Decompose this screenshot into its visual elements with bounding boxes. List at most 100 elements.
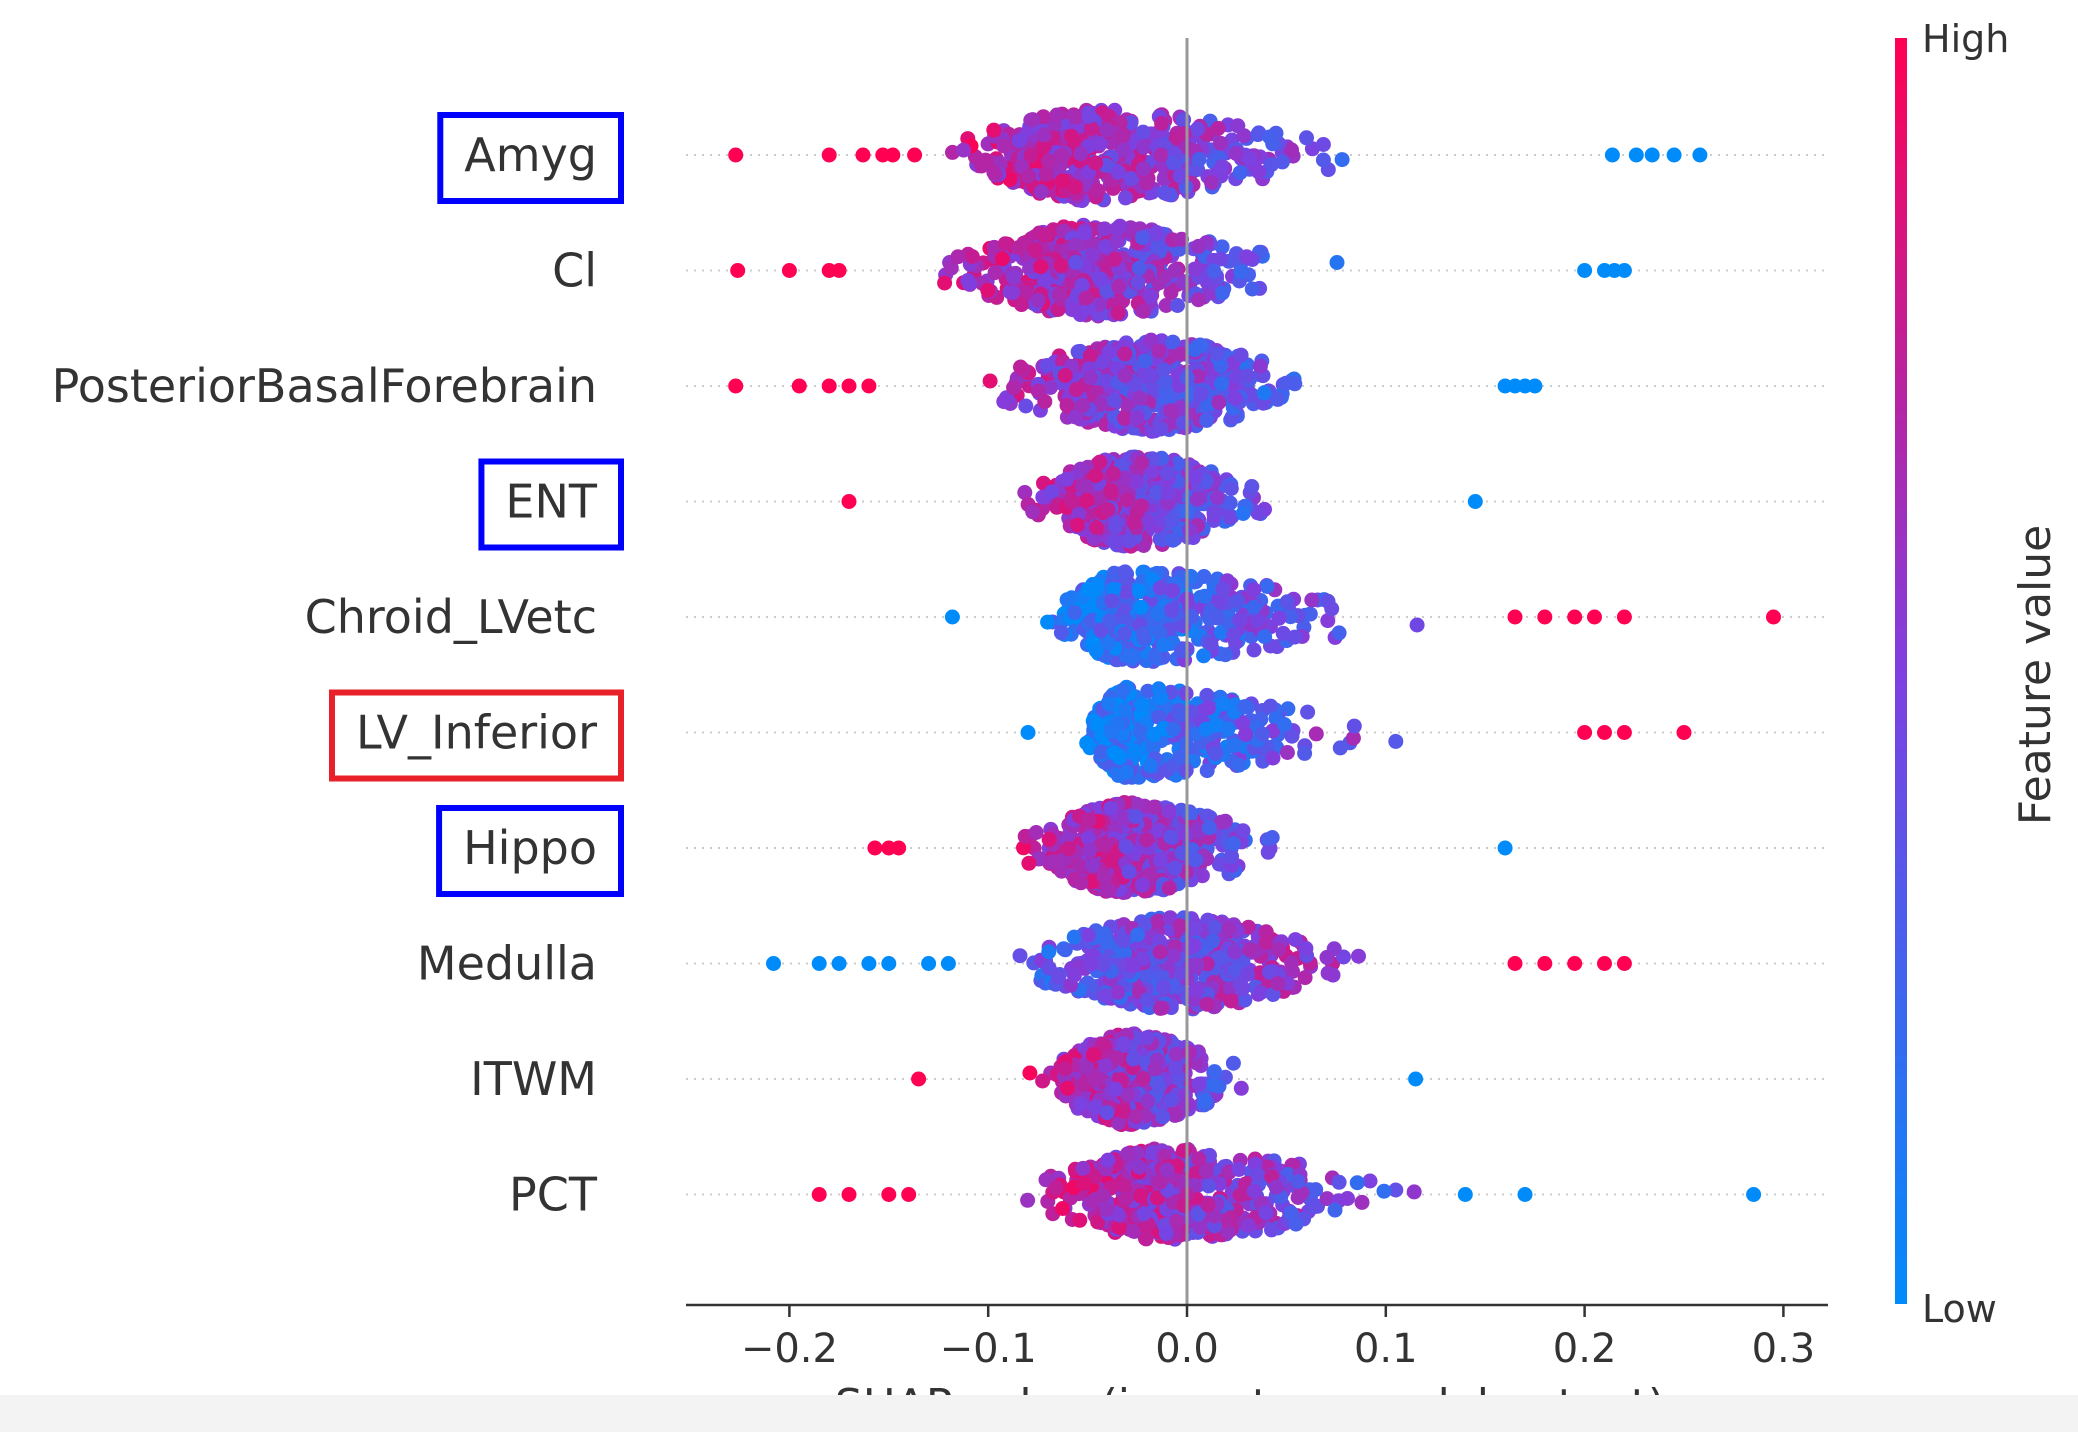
shap-dot bbox=[1073, 1096, 1089, 1112]
shap-dot bbox=[1101, 344, 1117, 360]
shap-dot bbox=[1139, 1030, 1155, 1046]
shap-dot bbox=[1304, 592, 1320, 608]
shap-outlier-dot bbox=[1537, 956, 1553, 971]
shap-outlier-dot bbox=[1408, 1071, 1424, 1087]
shap-dot bbox=[1187, 469, 1203, 485]
shap-dot bbox=[1308, 726, 1324, 742]
shap-dot bbox=[1143, 288, 1159, 304]
shap-dot bbox=[1042, 380, 1058, 395]
shap-dot bbox=[1085, 858, 1101, 874]
shap-dot bbox=[1138, 967, 1154, 983]
shap-dot bbox=[1020, 1192, 1036, 1208]
shap-dot bbox=[1030, 292, 1046, 308]
shap-dot bbox=[1135, 1071, 1151, 1086]
shap-outlier-dot bbox=[1616, 956, 1632, 971]
shap-dot bbox=[1215, 696, 1231, 712]
shap-dot bbox=[1213, 135, 1228, 151]
shap-dot bbox=[1279, 594, 1295, 610]
shap-dot bbox=[1130, 927, 1146, 943]
shap-dot bbox=[1152, 852, 1168, 868]
shap-outlier-dot bbox=[1676, 725, 1692, 740]
shap-dot bbox=[1279, 745, 1295, 760]
shap-dot bbox=[1259, 579, 1275, 594]
shap-dot bbox=[1118, 839, 1134, 854]
shap-outlier-dot bbox=[885, 147, 901, 163]
shap-dot bbox=[1126, 1051, 1142, 1067]
shap-dot bbox=[1006, 380, 1022, 396]
shap-dot bbox=[1040, 614, 1056, 630]
shap-dot bbox=[1224, 849, 1240, 864]
shap-dot bbox=[1115, 129, 1131, 145]
shap-dot bbox=[1106, 745, 1122, 761]
shap-dot bbox=[1110, 164, 1126, 180]
shap-dot bbox=[1376, 1183, 1392, 1199]
shap-dot bbox=[1102, 613, 1117, 629]
shap-dot bbox=[1255, 726, 1271, 742]
shap-dot bbox=[1188, 852, 1204, 868]
shap-dot bbox=[1165, 721, 1181, 737]
dots-layer bbox=[728, 102, 1781, 1247]
shap-dot bbox=[1208, 745, 1223, 761]
shap-dot bbox=[1025, 112, 1041, 128]
shap-dot bbox=[1158, 298, 1174, 313]
shap-dot bbox=[1054, 147, 1070, 163]
shap-dot bbox=[1167, 262, 1183, 278]
shap-dot bbox=[1133, 498, 1149, 514]
shap-dot bbox=[1100, 882, 1116, 898]
shap-dot bbox=[1176, 112, 1192, 128]
shap-dot bbox=[1306, 1199, 1322, 1215]
shap-dot bbox=[1199, 996, 1215, 1012]
shap-dot bbox=[1135, 161, 1151, 177]
shap-dot bbox=[1128, 743, 1144, 759]
shap-dot bbox=[1040, 153, 1056, 169]
shap-dot bbox=[1223, 481, 1239, 496]
shap-dot bbox=[1002, 172, 1018, 188]
shap-dot bbox=[1117, 702, 1133, 718]
shap-dot bbox=[1142, 367, 1158, 383]
shap-dot bbox=[1182, 1045, 1198, 1061]
shap-outlier-dot bbox=[1020, 725, 1036, 740]
shap-dot bbox=[1121, 533, 1137, 549]
shap-dot bbox=[1187, 342, 1203, 358]
shap-dot bbox=[1057, 368, 1073, 383]
feature-rows bbox=[686, 154, 1828, 1196]
shap-dot bbox=[1237, 699, 1253, 715]
shap-dot bbox=[1166, 948, 1181, 964]
shap-dot bbox=[994, 251, 1010, 267]
shap-dot bbox=[1069, 517, 1085, 533]
shap-dot bbox=[1103, 483, 1119, 499]
shap-dot bbox=[1139, 175, 1155, 191]
shap-outlier-dot bbox=[1666, 147, 1682, 163]
shap-dot bbox=[1119, 765, 1134, 780]
shap-dot bbox=[1252, 358, 1268, 374]
shap-dot bbox=[1107, 251, 1122, 267]
shap-dot bbox=[1128, 1109, 1144, 1124]
shap-dot bbox=[1299, 130, 1314, 146]
shap-dot bbox=[1320, 965, 1336, 981]
shap-dot bbox=[1210, 346, 1225, 362]
shap-dot bbox=[1217, 647, 1233, 663]
shap-dot bbox=[1206, 504, 1222, 520]
shap-dot bbox=[1097, 239, 1113, 254]
shap-outlier-dot bbox=[1577, 725, 1593, 740]
shap-outlier-dot bbox=[1577, 263, 1593, 278]
shap-dot bbox=[1053, 258, 1069, 273]
shap-dot bbox=[1176, 126, 1192, 142]
shap-dot bbox=[1139, 992, 1155, 1008]
shap-outlier-dot bbox=[1597, 956, 1612, 971]
shap-outlier-dot bbox=[811, 956, 827, 971]
shap-dot bbox=[943, 260, 959, 276]
shap-dot bbox=[1167, 860, 1183, 876]
shap-dot bbox=[1129, 410, 1145, 426]
shap-dot bbox=[1150, 240, 1166, 256]
shap-dot bbox=[1110, 305, 1126, 321]
shap-dot bbox=[1140, 1093, 1156, 1109]
shap-dot bbox=[1156, 362, 1172, 378]
shap-dot bbox=[1134, 455, 1150, 471]
shap-dot bbox=[1270, 976, 1286, 992]
shap-dot bbox=[1128, 809, 1144, 825]
shap-dot bbox=[1246, 599, 1262, 615]
shap-dot bbox=[1112, 218, 1128, 234]
shap-outlier-dot bbox=[881, 956, 897, 971]
shap-dot bbox=[1165, 532, 1181, 548]
